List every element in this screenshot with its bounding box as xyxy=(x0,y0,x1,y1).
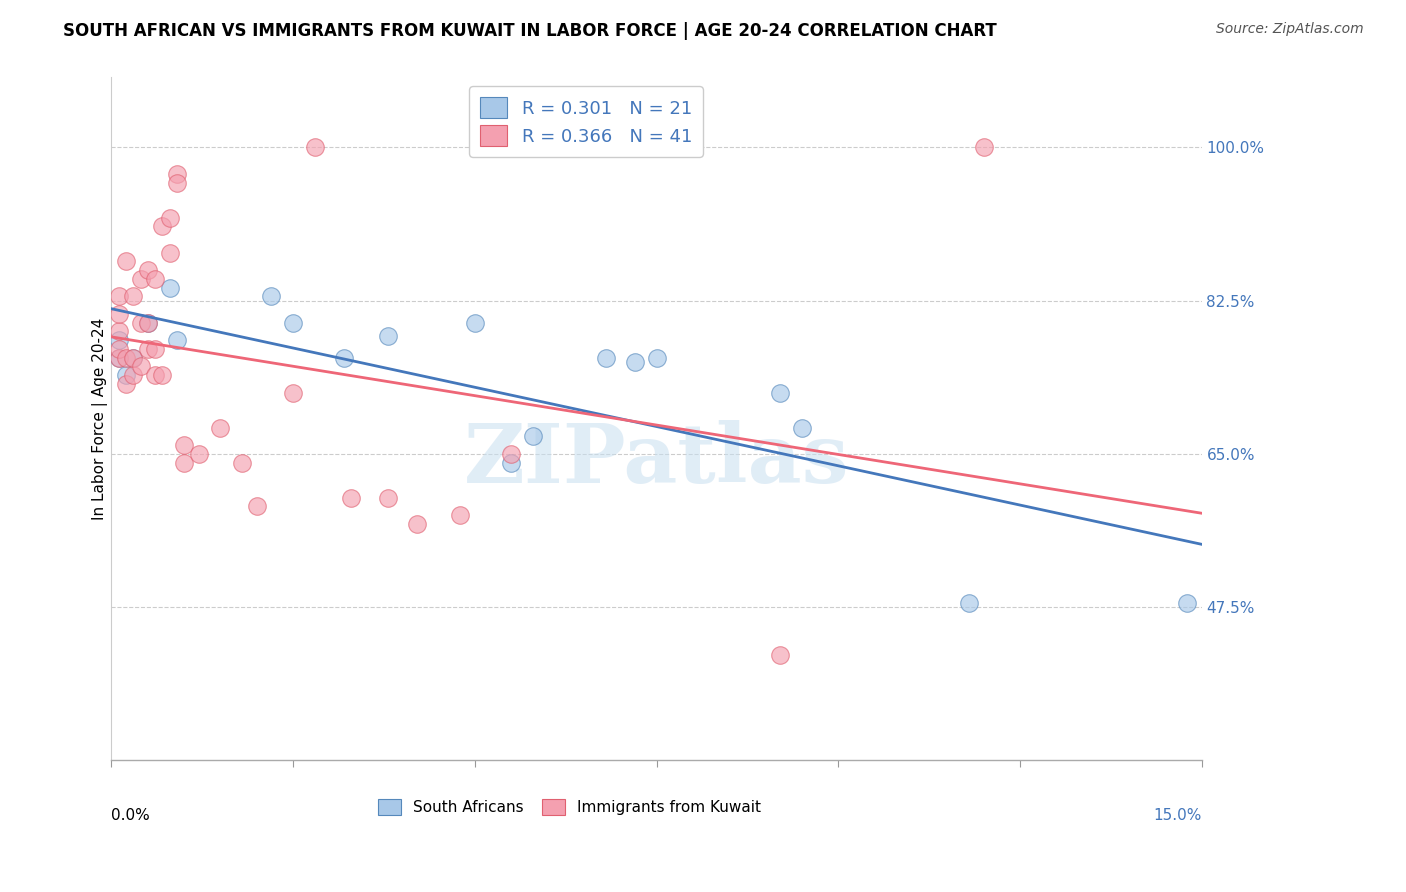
Point xyxy=(623,355,645,369)
Point xyxy=(129,316,152,330)
Point xyxy=(122,351,145,365)
Point xyxy=(304,140,326,154)
Point xyxy=(143,342,166,356)
Point xyxy=(187,447,209,461)
Point xyxy=(107,289,129,303)
Point xyxy=(449,508,471,523)
Point xyxy=(129,359,152,374)
Point xyxy=(115,254,138,268)
Point xyxy=(122,368,145,383)
Point xyxy=(957,596,980,610)
Point xyxy=(173,438,195,452)
Point xyxy=(166,167,188,181)
Text: 0.0%: 0.0% xyxy=(111,808,150,823)
Point xyxy=(107,333,129,347)
Point xyxy=(1175,596,1198,610)
Point xyxy=(173,456,195,470)
Point xyxy=(260,289,283,303)
Point xyxy=(159,280,181,294)
Point xyxy=(159,211,181,225)
Point xyxy=(377,328,399,343)
Point xyxy=(107,324,129,338)
Point xyxy=(209,420,232,434)
Point xyxy=(645,351,668,365)
Text: SOUTH AFRICAN VS IMMIGRANTS FROM KUWAIT IN LABOR FORCE | AGE 20-24 CORRELATION C: SOUTH AFRICAN VS IMMIGRANTS FROM KUWAIT … xyxy=(63,22,997,40)
Point xyxy=(150,219,173,234)
Point xyxy=(281,385,304,400)
Point xyxy=(501,456,523,470)
Point xyxy=(115,351,138,365)
Point xyxy=(107,307,129,321)
Point xyxy=(464,316,486,330)
Point xyxy=(405,516,427,531)
Point xyxy=(166,333,188,347)
Point xyxy=(136,263,159,277)
Point xyxy=(340,491,363,505)
Point xyxy=(501,447,523,461)
Point xyxy=(107,342,129,356)
Point xyxy=(136,316,159,330)
Point xyxy=(159,245,181,260)
Point xyxy=(595,351,617,365)
Point xyxy=(333,351,356,365)
Y-axis label: In Labor Force | Age 20-24: In Labor Force | Age 20-24 xyxy=(93,318,108,520)
Point xyxy=(281,316,304,330)
Point xyxy=(143,368,166,383)
Point xyxy=(136,316,159,330)
Point xyxy=(122,351,145,365)
Point xyxy=(769,385,792,400)
Text: 15.0%: 15.0% xyxy=(1153,808,1202,823)
Point xyxy=(129,272,152,286)
Point xyxy=(246,500,269,514)
Point xyxy=(231,456,253,470)
Point xyxy=(769,648,792,663)
Point xyxy=(377,491,399,505)
Point xyxy=(790,420,813,434)
Point xyxy=(107,351,129,365)
Point xyxy=(115,376,138,391)
Point xyxy=(166,176,188,190)
Point xyxy=(122,289,145,303)
Point xyxy=(973,140,995,154)
Text: ZIPatlas: ZIPatlas xyxy=(464,420,849,500)
Point xyxy=(150,368,173,383)
Point xyxy=(522,429,544,443)
Text: Source: ZipAtlas.com: Source: ZipAtlas.com xyxy=(1216,22,1364,37)
Point xyxy=(115,368,138,383)
Point xyxy=(107,351,129,365)
Point xyxy=(143,272,166,286)
Point xyxy=(136,342,159,356)
Legend: South Africans, Immigrants from Kuwait: South Africans, Immigrants from Kuwait xyxy=(371,793,768,821)
